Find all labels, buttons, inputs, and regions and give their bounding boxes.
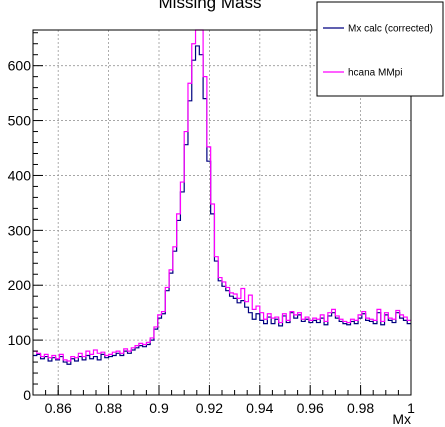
legend-label-mx-calc: Mx calc (corrected): [348, 24, 433, 35]
x-tick-label: 0.96: [297, 400, 324, 416]
x-tick-label: 0.9: [149, 400, 169, 416]
axes: 0.86 0.88 0.9 0.92 0.94 0.96 0.98 1 0 100 200 300 40…: [8, 32, 415, 416]
y-tick-label: 400: [8, 167, 32, 183]
y-tick-label: 300: [8, 222, 32, 238]
series-1-histogram: [33, 29, 411, 362]
y-tick-label: 200: [8, 277, 32, 293]
y-tick-label: 0: [23, 387, 31, 403]
x-tick-label: 0.94: [246, 400, 273, 416]
series-0-histogram: [33, 45, 411, 365]
x-tick-label: 0.88: [95, 400, 122, 416]
x-tick-label: 1: [407, 400, 415, 416]
x-axis-label: Mx: [392, 411, 411, 427]
x-tick-label: 0.98: [347, 400, 374, 416]
legend: Mx calc (corrected) hcana MMpi: [316, 1, 444, 97]
series-layer: [33, 29, 411, 365]
legend-box: [316, 1, 444, 97]
y-tick-label: 600: [8, 58, 32, 74]
y-tick-label: 500: [8, 113, 32, 129]
chart-title: Missing Mass: [159, 0, 262, 12]
legend-label-hcana-mmpi: hcana MMpi: [348, 68, 402, 79]
y-tick-label: 100: [8, 332, 32, 348]
x-tick-label: 0.86: [45, 400, 72, 416]
x-tick-label: 0.92: [196, 400, 223, 416]
